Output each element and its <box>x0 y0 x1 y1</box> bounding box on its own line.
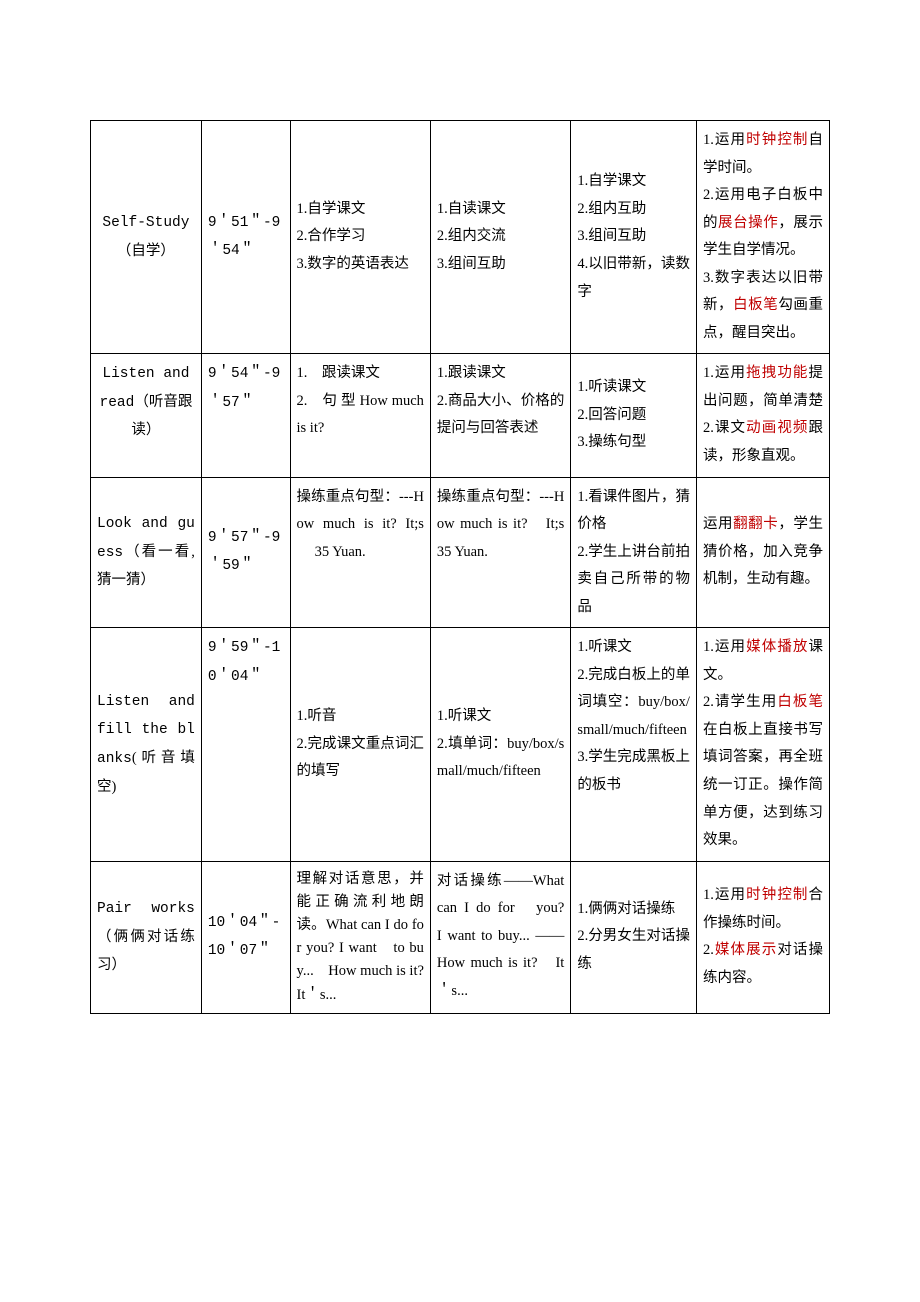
table-row: Listen and fill the blanks(听音填空) 9＇59＂-1… <box>91 628 830 861</box>
cell-col6: 运用翻翻卡，学生猜价格，加入竞争机制，生动有趣。 <box>696 477 829 628</box>
list-item: 1.听课文 <box>577 634 690 662</box>
table-row: Self-Study （自学） 9＇51＂-9＇54＂ 1.自学课文 2.合作学习… <box>91 121 830 354</box>
cell-title: Look and guess（看一看,猜一猜） <box>91 477 202 628</box>
cell-col6: 1.运用媒体播放课文。 2.请学生用白板笔在白板上直接书写填词答案，再全班统一订… <box>696 628 829 861</box>
list-item: 1.运用媒体播放课文。 <box>703 634 823 689</box>
time-text: 9＇59＂-10＇04＂ <box>208 640 281 685</box>
list-item: 2.组内交流 <box>437 223 564 251</box>
cell-title: Pair works （俩俩对话练习） <box>91 861 202 1013</box>
cell-title: Listen and read（听音跟读） <box>91 354 202 477</box>
cell-col5: 1.自学课文 2.组内互助 3.组间互助 4.以旧带新，读数字 <box>571 121 697 354</box>
title-zh: （俩俩对话练习） <box>97 929 195 973</box>
text: 理解对话意思，并能正确流利地朗读。What can I do for you? … <box>297 871 424 1003</box>
list-item: 2.组内互助 <box>577 196 690 224</box>
cell-title: Listen and fill the blanks(听音填空) <box>91 628 202 861</box>
list-item: 3.数字表达以旧带新，白板笔勾画重点，醒目突出。 <box>703 265 823 348</box>
list-item: 1.自学课文 <box>297 196 424 224</box>
cell-col5: 1.听课文 2.完成白板上的单词填空：buy/box/small/much/fi… <box>571 628 697 861</box>
cell-col4: 1.听课文 2.填单词：buy/box/small/much/fifteen <box>430 628 570 861</box>
list-item: 2.回答问题 <box>577 402 690 430</box>
cell-col4: 1.自读课文 2.组内交流 3.组间互助 <box>430 121 570 354</box>
time-text: 9＇51＂-9＇54＂ <box>208 215 281 260</box>
list-item: 2.学生上讲台前拍卖自己所带的物品 <box>577 539 690 622</box>
cell-title: Self-Study （自学） <box>91 121 202 354</box>
list-item: 2.运用电子白板中的展台操作，展示学生自学情况。 <box>703 182 823 265</box>
time-text: 9＇54＂-9＇57＂ <box>208 366 281 411</box>
cell-col5: 1.听读课文 2.回答问题 3.操练句型 <box>571 354 697 477</box>
table-row: Look and guess（看一看,猜一猜） 9＇57＂-9＇59＂ 操练重点… <box>91 477 830 628</box>
list-item: 2.商品大小、价格的提问与回答表述 <box>437 388 564 443</box>
list-item: 2.请学生用白板笔在白板上直接书写填词答案，再全班统一订正。操作简单方便，达到练… <box>703 689 823 854</box>
cell-col6: 1.运用拖拽功能提出问题，简单清楚 2.课文动画视频跟读，形象直观。 <box>696 354 829 477</box>
list-item: 2.完成课文重点词汇的填写 <box>297 731 424 786</box>
table-row: Pair works （俩俩对话练习） 10＇04＂-10＇07＂ 理解对话意思，… <box>91 861 830 1013</box>
cell-time: 9＇59＂-10＇04＂ <box>201 628 290 861</box>
cell-col3: 理解对话意思，并能正确流利地朗读。What can I do for you? … <box>290 861 430 1013</box>
list-item: 1.俩俩对话操练 <box>577 896 690 924</box>
cell-col5: 1.俩俩对话操练 2.分男女生对话操练 <box>571 861 697 1013</box>
cell-col6: 1.运用时钟控制合作操练时间。 2.媒体展示对话操练内容。 <box>696 861 829 1013</box>
cell-col3: 1.听音 2.完成课文重点词汇的填写 <box>290 628 430 861</box>
list-item: 1.自读课文 <box>437 196 564 224</box>
cell-col4: 1.跟读课文 2.商品大小、价格的提问与回答表述 <box>430 354 570 477</box>
cell-time: 9＇54＂-9＇57＂ <box>201 354 290 477</box>
cell-col3: 1. 跟读课文 2. 句 型 How much is it? <box>290 354 430 477</box>
list-item: 1.听音 <box>297 703 424 731</box>
cell-col4: 对话操练——What can I do for you? I want to b… <box>430 861 570 1013</box>
title-en: Self-Study <box>102 215 189 231</box>
list-item: 2.分男女生对话操练 <box>577 923 690 978</box>
list-item: 1.自学课文 <box>577 168 690 196</box>
title-zh: （自学） <box>117 243 175 259</box>
list-item: 1.跟读课文 <box>437 360 564 388</box>
list-item: 3.数字的英语表达 <box>297 251 424 279</box>
text: 对话操练——What can I do for you? I want to b… <box>437 873 579 999</box>
list-item: 3.操练句型 <box>577 429 690 457</box>
list-item: 1.听读课文 <box>577 374 690 402</box>
cell-col4: 操练重点句型：---How much is it? It;s 35 Yuan. <box>430 477 570 628</box>
list-item: 3.组间互助 <box>437 251 564 279</box>
cell-col6: 1.运用时钟控制自学时间。 2.运用电子白板中的展台操作，展示学生自学情况。 3… <box>696 121 829 354</box>
list-item: 1.运用时钟控制自学时间。 <box>703 127 823 182</box>
cell-col3: 1.自学课文 2.合作学习 3.数字的英语表达 <box>290 121 430 354</box>
list-item: 1.听课文 <box>437 703 564 731</box>
cell-col5: 1.看课件图片，猜价格 2.学生上讲台前拍卖自己所带的物品 <box>571 477 697 628</box>
list-item: 2. 句 型 How much is it? <box>297 388 424 443</box>
cell-col3: 操练重点句型：---How much is it? It;s 35 Yuan. <box>290 477 430 628</box>
list-item: 2.合作学习 <box>297 223 424 251</box>
time-text: 9＇57＂-9＇59＂ <box>208 530 281 575</box>
table-row: Listen and read（听音跟读） 9＇54＂-9＇57＂ 1. 跟读课… <box>91 354 830 477</box>
time-text: 10＇04＂-10＇07＂ <box>208 915 281 960</box>
list-item: 2.填单词：buy/box/small/much/fifteen <box>437 731 564 786</box>
list-item: 2.媒体展示对话操练内容。 <box>703 937 823 992</box>
list-item: 2.完成白板上的单词填空：buy/box/small/much/fifteen <box>577 662 690 745</box>
cell-time: 9＇51＂-9＇54＂ <box>201 121 290 354</box>
list-item: 运用翻翻卡，学生猜价格，加入竞争机制，生动有趣。 <box>703 511 823 594</box>
list-item: 1.运用时钟控制合作操练时间。 <box>703 882 823 937</box>
text: 操练重点句型：---How much is it? It;s 35 Yuan. <box>297 489 424 560</box>
title-zh: （听音跟读） <box>131 394 192 439</box>
list-item: 3.组间互助 <box>577 223 690 251</box>
list-item: 4.以旧带新，读数字 <box>577 251 690 306</box>
lesson-plan-table: Self-Study （自学） 9＇51＂-9＇54＂ 1.自学课文 2.合作学习… <box>90 120 830 1014</box>
list-item: 1.看课件图片，猜价格 <box>577 484 690 539</box>
title-en: Pair works <box>97 901 195 917</box>
list-item: 3.学生完成黑板上的板书 <box>577 744 690 799</box>
cell-time: 9＇57＂-9＇59＂ <box>201 477 290 628</box>
cell-time: 10＇04＂-10＇07＂ <box>201 861 290 1013</box>
list-item: 1. 跟读课文 <box>297 360 424 388</box>
